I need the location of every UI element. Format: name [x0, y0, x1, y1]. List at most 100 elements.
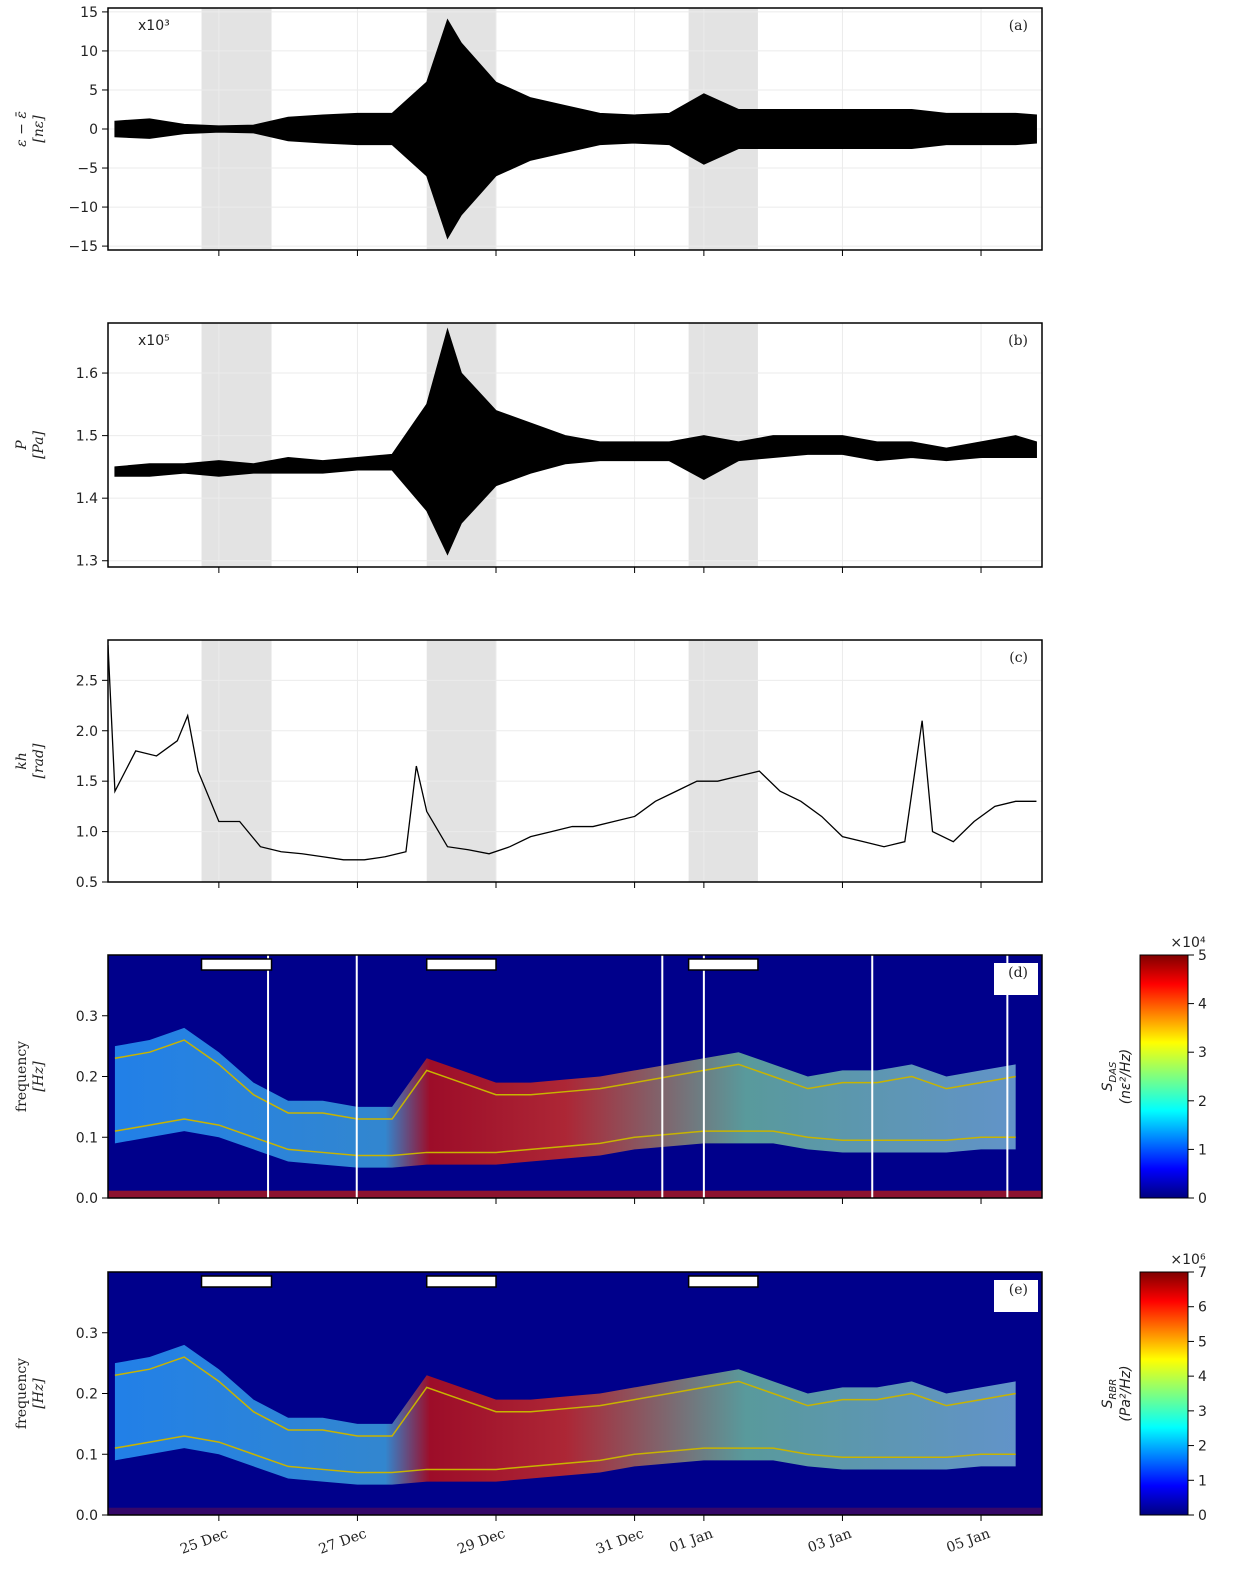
- colorbar-tick-label: 2: [1198, 1094, 1207, 1110]
- yellow-line: [114, 1435, 1016, 1474]
- x-tick-label: 03 Jan: [806, 1526, 854, 1557]
- x-tick-label: 01 Jan: [667, 1526, 715, 1557]
- colorbar-subscript: DAS: [1108, 1061, 1119, 1083]
- signal-envelope: [114, 18, 1037, 240]
- x-tick-label: 29 Dec: [455, 1526, 507, 1558]
- colorbar-label: SDAS: [1100, 1061, 1119, 1091]
- window-bar: [425, 1275, 497, 1288]
- signal-envelope: [114, 327, 1037, 556]
- plot-area: [108, 955, 1042, 1198]
- y-tick-label: 0.0: [76, 1508, 98, 1524]
- y-tick-label: 0.3: [76, 1009, 98, 1025]
- plot-area: [108, 323, 1042, 567]
- colorbar-tick-label: 1: [1198, 1142, 1207, 1158]
- x-tick-label: 27 Dec: [317, 1526, 369, 1558]
- multiplier: x10⁵: [138, 333, 170, 349]
- y-tick-label: 1.5: [76, 429, 98, 445]
- colorbar-tick-label: 0: [1198, 1191, 1207, 1207]
- panel-label: (e): [1009, 1282, 1028, 1298]
- x-tick-label: 31 Dec: [594, 1526, 646, 1558]
- y-tick-label: 1.3: [76, 554, 98, 570]
- y-axis-label: [Hz]: [31, 1061, 47, 1092]
- y-axis-label: P: [14, 440, 30, 451]
- y-axis-label: frequency: [14, 1358, 30, 1429]
- y-tick-label: 5: [89, 83, 98, 99]
- colorbar-label: SRBR: [1100, 1379, 1119, 1409]
- panel-label: (b): [1008, 333, 1028, 349]
- colorbar-tick-label: 4: [1198, 997, 1207, 1013]
- frame: [107, 639, 1043, 883]
- y-axis-label: [rad]: [31, 743, 47, 778]
- colorbar-tick-label: 3: [1198, 1045, 1207, 1061]
- colorbar-multiplier: ×10⁶: [1170, 1252, 1206, 1268]
- shaded-window: [201, 640, 272, 882]
- spectral-energy: [114, 1344, 1016, 1485]
- panel: 0.0 0.1 0.2 0.3 (d) frequency [Hz] 0 1 2 3 4 5×10⁴ SD…: [14, 935, 1207, 1207]
- y-axis-label: kh: [14, 752, 30, 770]
- window-bar: [687, 1275, 759, 1288]
- panel-label: (c): [1009, 650, 1028, 666]
- colorbar-tick-label: 5: [1198, 1334, 1207, 1350]
- colorbar-tick-label: 2: [1198, 1439, 1207, 1455]
- y-axis-label: ε − ε̄: [14, 111, 30, 147]
- colorbar: [1139, 1271, 1189, 1516]
- yellow-line: [114, 1118, 1016, 1157]
- yellow-line: [114, 1039, 1016, 1120]
- x-tick-label: 25 Dec: [178, 1526, 230, 1558]
- frame: [107, 322, 1043, 568]
- panel: 1.3 1.4 1.5 1.6 (b) x10⁵ P [Pa]: [14, 322, 1043, 573]
- y-tick-label: 1.4: [76, 491, 98, 507]
- y-axis-label: [Hz]: [31, 1378, 47, 1409]
- y-tick-label: −15: [68, 239, 98, 255]
- low-frequency-energy: [108, 1507, 1042, 1515]
- colorbar-tick-label: 1: [1198, 1473, 1207, 1489]
- y-axis-label: [nε]: [31, 115, 47, 143]
- spectral-energy: [114, 1027, 1016, 1168]
- colorbar-multiplier: ×10⁴: [1170, 935, 1206, 951]
- y-tick-label: 0.2: [76, 1387, 98, 1403]
- plot-area: [108, 1272, 1042, 1515]
- colorbar-unit: (nε²/Hz): [1118, 1049, 1134, 1105]
- y-tick-label: 0.1: [76, 1447, 98, 1463]
- shaded-window: [426, 640, 497, 882]
- label-box: [994, 1280, 1038, 1312]
- x-tick-label: 05 Jan: [944, 1526, 992, 1557]
- y-tick-label: 0.3: [76, 1326, 98, 1342]
- panel-label: (d): [1008, 965, 1028, 981]
- plot-area: [108, 8, 1042, 250]
- colorbar-tick-label: 0: [1198, 1508, 1207, 1524]
- y-tick-label: 1.6: [76, 366, 98, 382]
- yellow-line: [114, 1356, 1016, 1437]
- colorbar-subscript: RBR: [1108, 1379, 1119, 1400]
- y-tick-label: 10: [80, 44, 98, 60]
- colorbar-symbol: S: [1100, 1399, 1116, 1408]
- y-tick-label: 15: [80, 5, 98, 21]
- low-frequency-energy: [108, 1190, 1042, 1198]
- colorbar-symbol: S: [1100, 1082, 1116, 1091]
- y-tick-label: −5: [77, 161, 98, 177]
- colorbar-unit: (Pa²/Hz): [1118, 1365, 1134, 1421]
- y-tick-label: 1.0: [76, 825, 98, 841]
- plot-area: [108, 640, 1042, 882]
- y-tick-label: 0.5: [76, 875, 98, 891]
- colorbar-tick-label: 4: [1198, 1369, 1207, 1385]
- multiplier: x10³: [138, 18, 170, 34]
- y-tick-label: 2.5: [76, 673, 98, 689]
- panel-label: (a): [1009, 18, 1028, 34]
- y-tick-label: 2.0: [76, 724, 98, 740]
- colorbar-tick-label: 3: [1198, 1404, 1207, 1420]
- colorbar: [1139, 954, 1189, 1199]
- y-axis-label: [Pa]: [31, 430, 47, 459]
- colorbar-tick-label: 5: [1198, 948, 1207, 964]
- y-tick-label: 0.1: [76, 1130, 98, 1146]
- colorbar-tick-label: 7: [1198, 1265, 1207, 1281]
- window-bar: [200, 958, 273, 971]
- panel: −15 −10 −5 0 5 10 15 (a) x10³ ε − ε̄ [nε]: [14, 5, 1043, 256]
- line: [108, 645, 1037, 861]
- shaded-window: [688, 640, 758, 882]
- label-box: [994, 963, 1038, 995]
- shaded-window: [201, 323, 272, 567]
- window-bar: [200, 1275, 273, 1288]
- y-axis-label: frequency: [14, 1041, 30, 1112]
